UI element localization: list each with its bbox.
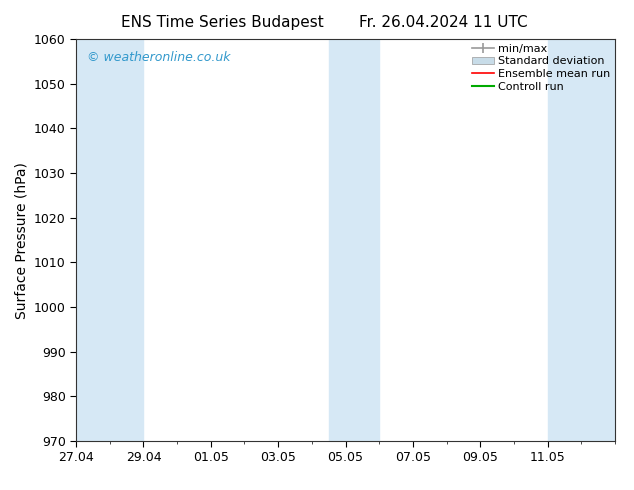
Text: © weatheronline.co.uk: © weatheronline.co.uk xyxy=(87,51,230,64)
Bar xyxy=(76,39,143,441)
Y-axis label: Surface Pressure (hPa): Surface Pressure (hPa) xyxy=(14,162,29,318)
Bar xyxy=(548,39,615,441)
Text: ENS Time Series Budapest: ENS Time Series Budapest xyxy=(120,15,323,30)
Legend: min/max, Standard deviation, Ensemble mean run, Controll run: min/max, Standard deviation, Ensemble me… xyxy=(469,42,612,94)
Bar xyxy=(328,39,379,441)
Text: Fr. 26.04.2024 11 UTC: Fr. 26.04.2024 11 UTC xyxy=(359,15,528,30)
